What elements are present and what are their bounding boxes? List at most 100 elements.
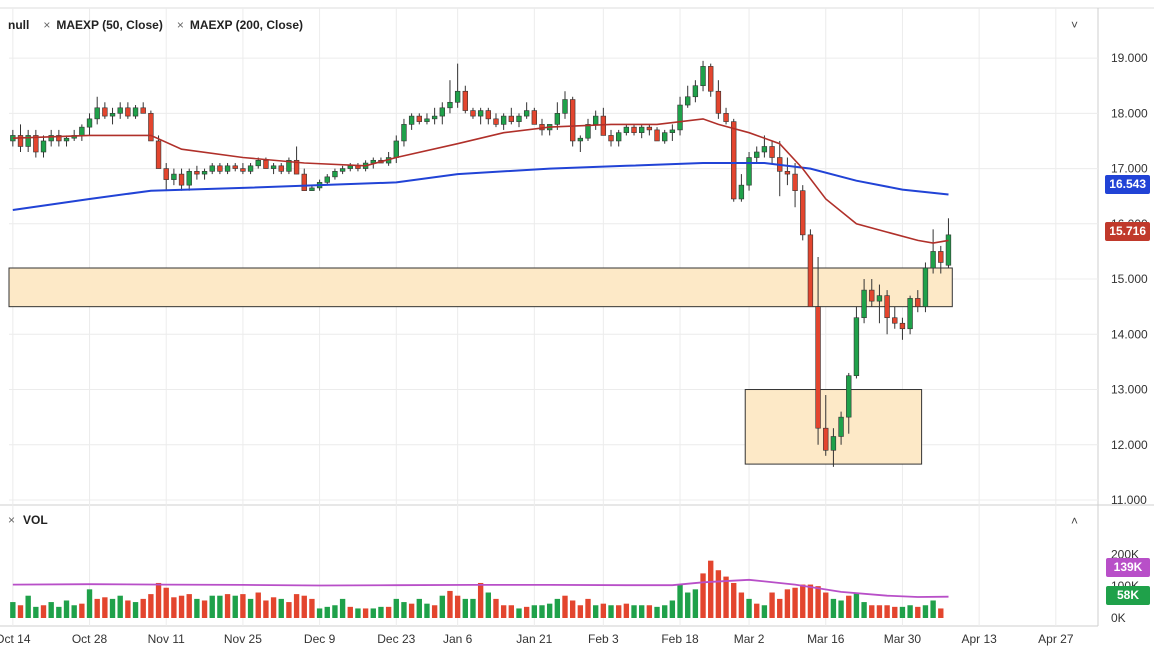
candle bbox=[355, 163, 361, 172]
volume-bar bbox=[485, 592, 491, 618]
volume-bar bbox=[546, 603, 553, 618]
remove-ma200-icon[interactable]: × bbox=[176, 18, 184, 32]
candle-body bbox=[915, 298, 921, 307]
candle-body bbox=[715, 90, 722, 114]
candle bbox=[646, 124, 653, 136]
candle-body bbox=[301, 173, 307, 191]
volume-bar bbox=[861, 602, 867, 618]
collapse-volume-pane-icon[interactable]: ˄ bbox=[1071, 514, 1079, 528]
candle-body bbox=[263, 159, 269, 169]
time-tick-label: Apr 27 bbox=[1038, 632, 1074, 646]
volume-bar bbox=[40, 605, 47, 618]
remove-volume-icon[interactable]: × bbox=[8, 513, 16, 527]
candle-body bbox=[408, 115, 415, 125]
candle-body bbox=[416, 115, 422, 122]
candle-body bbox=[708, 66, 714, 92]
candle-body bbox=[731, 121, 737, 200]
candle bbox=[554, 102, 561, 130]
collapse-price-pane-icon[interactable]: ˅ bbox=[1071, 18, 1079, 32]
candle-body bbox=[807, 234, 814, 307]
candle-body bbox=[155, 140, 162, 169]
candle-body bbox=[800, 190, 806, 236]
volume-bar bbox=[125, 600, 131, 618]
volume-legend: × VOL bbox=[8, 513, 48, 527]
volume-ma-line bbox=[12, 578, 949, 598]
candle-body bbox=[33, 135, 39, 153]
candle-body bbox=[723, 113, 729, 122]
remove-ma50-icon[interactable]: × bbox=[43, 18, 51, 32]
volume-bar bbox=[523, 606, 530, 618]
candle bbox=[454, 63, 461, 108]
price-tick-label: 18.000 bbox=[1111, 106, 1148, 120]
volume-bar bbox=[309, 598, 315, 618]
volume-bar bbox=[769, 592, 775, 618]
volume-bar bbox=[577, 605, 584, 618]
candle-body bbox=[861, 289, 867, 319]
volume-bar bbox=[301, 595, 307, 618]
volume-bar bbox=[48, 602, 54, 618]
volume-bar bbox=[316, 608, 323, 618]
volume-bar bbox=[639, 605, 645, 618]
candle-body bbox=[217, 165, 223, 172]
volume-bar bbox=[178, 595, 185, 618]
volume-bar bbox=[362, 608, 369, 618]
volume-bar bbox=[884, 605, 890, 618]
volume-bar bbox=[930, 600, 936, 618]
candle-body bbox=[662, 132, 668, 142]
candle bbox=[631, 124, 637, 136]
candle bbox=[692, 80, 699, 103]
volume-bar bbox=[393, 598, 399, 618]
volume-bar bbox=[677, 584, 683, 618]
candle bbox=[800, 185, 806, 241]
time-tick-label: Oct 28 bbox=[72, 632, 108, 646]
candle-body bbox=[86, 118, 93, 128]
candle bbox=[178, 168, 185, 191]
volume-bar bbox=[569, 600, 576, 618]
candle-body bbox=[201, 171, 208, 175]
volume-bar bbox=[623, 603, 630, 618]
candle-body bbox=[255, 159, 261, 167]
candle-body bbox=[424, 118, 430, 122]
candle bbox=[669, 124, 676, 141]
volume-bar bbox=[662, 605, 668, 618]
candle-body bbox=[447, 101, 453, 109]
candle bbox=[40, 135, 47, 158]
candle-body bbox=[209, 165, 215, 172]
candle-body bbox=[63, 137, 70, 142]
candle bbox=[224, 163, 231, 175]
candle bbox=[569, 96, 576, 147]
candle-body bbox=[646, 126, 653, 131]
volume-tick-label: 200K bbox=[1111, 547, 1139, 561]
candle-body bbox=[109, 113, 116, 117]
candle bbox=[938, 245, 944, 274]
candle-body bbox=[838, 416, 844, 437]
volume-tick-label: 0K bbox=[1111, 611, 1126, 625]
volume-bar bbox=[270, 597, 277, 618]
candle-body bbox=[270, 165, 277, 169]
candle bbox=[516, 113, 522, 128]
volume-bar bbox=[102, 597, 108, 618]
candle-body bbox=[523, 110, 530, 117]
candle bbox=[186, 168, 192, 191]
volume-bar bbox=[247, 598, 254, 618]
candle-body bbox=[746, 157, 752, 186]
candle bbox=[493, 113, 499, 128]
volume-bar bbox=[554, 598, 561, 618]
candle-body bbox=[48, 135, 54, 142]
volume-bar bbox=[148, 594, 154, 618]
candle-body bbox=[493, 118, 499, 125]
candle bbox=[439, 102, 445, 125]
candle bbox=[685, 85, 691, 108]
candle bbox=[523, 102, 530, 119]
candle-body bbox=[769, 146, 775, 158]
candle-body bbox=[17, 135, 24, 147]
volume-bar bbox=[232, 595, 238, 618]
candle-body bbox=[577, 137, 584, 142]
price-legend: null × MAEXP (50, Close) × MAEXP (200, Clo… bbox=[8, 18, 303, 32]
price-tick-label: 11.000 bbox=[1111, 493, 1147, 507]
volume-bar bbox=[685, 592, 691, 618]
ma200-line bbox=[12, 162, 949, 211]
volume-bar bbox=[922, 605, 929, 618]
volume-bar bbox=[846, 595, 852, 618]
